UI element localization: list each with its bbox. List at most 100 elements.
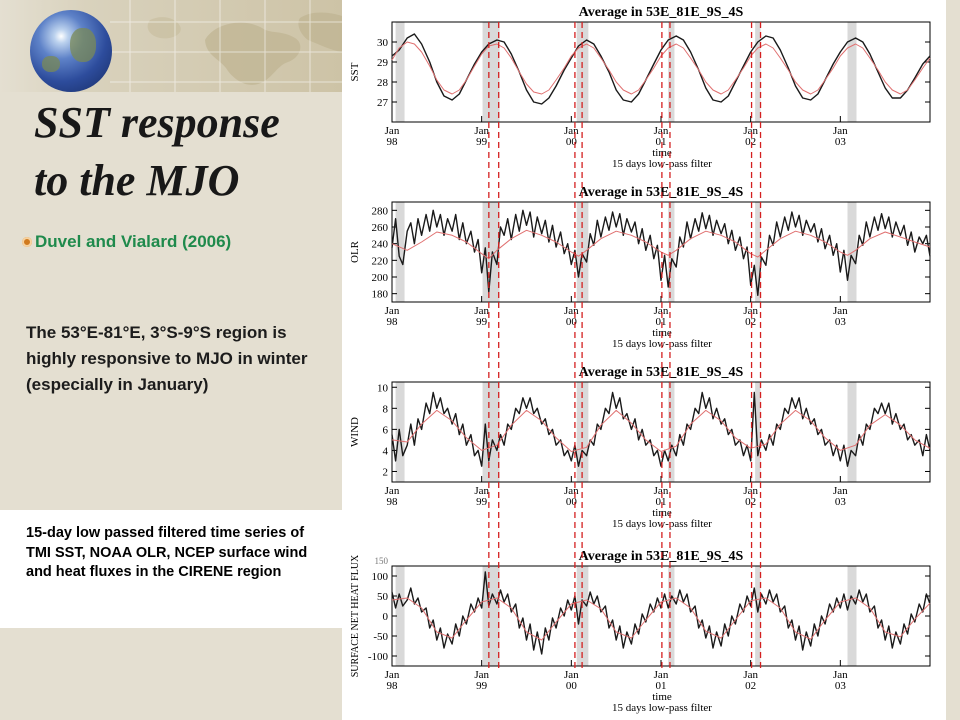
x-tick-label-month: Jan (385, 669, 400, 681)
header-banner (0, 0, 342, 92)
chart-title: Average in 53E_81E_9S_4S (579, 549, 744, 564)
chart-panel-2: Average in 53E_81E_9S_4S 180 200 220 240 260 2… (349, 185, 931, 350)
chart-panel-3: Average in 53E_81E_9S_4S246810WINDJan98J… (349, 365, 931, 530)
shaded-period (847, 566, 857, 666)
x-tick-label-month: Jan (833, 125, 848, 137)
x-tick-label-month: Jan (385, 125, 400, 137)
y-tick-label: 260 (372, 222, 389, 234)
x-tick-label-month: Jan (833, 669, 848, 681)
y-tick-label: 8 (383, 403, 389, 415)
x-tick-label-year: 02 (745, 496, 756, 508)
x-tick-label-month: Jan (743, 305, 758, 317)
x-tick-label-year: 01 (656, 496, 667, 508)
shaded-period (395, 22, 405, 122)
x-tick-label-month: Jan (743, 669, 758, 681)
x-tick-label-year: 01 (656, 680, 667, 692)
shaded-period (755, 566, 761, 666)
x-tick-label-month: Jan (385, 305, 400, 317)
shaded-period (755, 22, 761, 122)
shaded-period (847, 382, 857, 482)
x-tick-label-year: 99 (476, 136, 488, 148)
y-axis-label: SURFACE NET HEAT FLUX (350, 554, 361, 677)
x-tick-label-month: Jan (654, 485, 669, 497)
x-tick-label-month: Jan (654, 305, 669, 317)
citation-bullet: Duvel and Vialard (2006) (22, 232, 231, 252)
x-tick-label-year: 01 (656, 316, 667, 328)
chart-title: Average in 53E_81E_9S_4S (579, 365, 744, 380)
y-axis-label: WIND (349, 417, 361, 447)
x-tick-label-month: Jan (654, 669, 669, 681)
x-tick-label-year: 03 (835, 316, 847, 328)
y-axis-label: SST (349, 62, 361, 81)
x-tick-label-month: Jan (474, 485, 489, 497)
right-border-strip (946, 0, 960, 720)
x-tick-label-month: Jan (833, 485, 848, 497)
x-tick-label-month: Jan (743, 125, 758, 137)
x-tick-label-month: Jan (385, 485, 400, 497)
series-line-filtered (391, 597, 931, 641)
series-line-raw (391, 391, 931, 467)
y-tick-label: 6 (383, 424, 389, 436)
shaded-period (755, 382, 761, 482)
y-tick-label: -50 (373, 631, 388, 643)
y-tick-label: 220 (372, 255, 389, 267)
x-tick-label-year: 98 (387, 496, 399, 508)
shaded-period (668, 202, 675, 302)
y-tick-label: 240 (372, 239, 389, 251)
charts-panel: Average in 53E_81E_9S_4S27282930SSTJan98… (349, 5, 931, 714)
title-line-2: to the MJO (34, 156, 240, 205)
y-tick-label: 50 (377, 591, 389, 603)
x-tick-label-year: 03 (835, 680, 847, 692)
series-line-filtered (391, 229, 931, 260)
x-tick-label-year: 00 (566, 496, 578, 508)
x-axis-subtitle: 15 days low-pass filter (612, 702, 712, 714)
x-tick-label-year: 02 (745, 680, 756, 692)
x-axis-label: time (652, 691, 672, 703)
title-line-1: SST response (34, 98, 280, 147)
description-text: The 53°E-81°E, 3°S-9°S region is highly … (26, 323, 308, 394)
y-tick-label: 27 (377, 97, 389, 109)
x-tick-label-year: 03 (835, 496, 847, 508)
shaded-period (482, 202, 500, 302)
y-tick-label: 30 (377, 37, 389, 49)
x-tick-label-year: 99 (476, 680, 488, 692)
caption-text: 15-day low passed filtered time series o… (26, 525, 308, 580)
shaded-period (482, 22, 500, 122)
x-tick-label-year: 00 (566, 680, 578, 692)
series-line-filtered (391, 41, 931, 95)
y-tick-label: 100 (372, 571, 389, 583)
shaded-period (847, 22, 857, 122)
y-tick-label: 280 (372, 205, 389, 217)
y-axis-label: OLR (349, 240, 361, 263)
series-line-raw (391, 33, 931, 105)
shaded-period (755, 202, 761, 302)
caption-box: 15-day low passed filtered time series o… (0, 510, 342, 628)
y-tick-label: -100 (368, 651, 389, 663)
shaded-period (482, 382, 500, 482)
y-tick-label: 200 (372, 272, 389, 284)
citation-text: Duvel and Vialard (2006) (35, 232, 232, 251)
shaded-period (395, 202, 405, 302)
left-panel: SST response to the MJO Duvel and Vialar… (0, 0, 342, 720)
chart-title: Average in 53E_81E_9S_4S (579, 5, 744, 20)
y-tick-label: 28 (377, 77, 389, 89)
chart-title: Average in 53E_81E_9S_4S (579, 185, 744, 200)
x-tick-label-year: 02 (745, 316, 756, 328)
x-tick-label-year: 01 (656, 136, 667, 148)
x-tick-label-year: 00 (566, 316, 578, 328)
shaded-period (482, 566, 500, 666)
shaded-period (668, 22, 675, 122)
x-tick-label-year: 98 (387, 136, 399, 148)
y-tick-label: 4 (383, 445, 389, 457)
x-tick-label-year: 98 (387, 316, 399, 328)
y-tick-label: 180 (372, 289, 389, 301)
x-tick-label-month: Jan (474, 669, 489, 681)
x-tick-label-year: 03 (835, 136, 847, 148)
globe-icon (30, 10, 112, 92)
shaded-period (668, 566, 675, 666)
x-tick-label-year: 99 (476, 496, 488, 508)
slide-title: SST response to the MJO (34, 94, 280, 210)
x-tick-label-year: 00 (566, 136, 578, 148)
y-tick-label: 2 (383, 466, 389, 478)
series-line-filtered (391, 409, 931, 452)
